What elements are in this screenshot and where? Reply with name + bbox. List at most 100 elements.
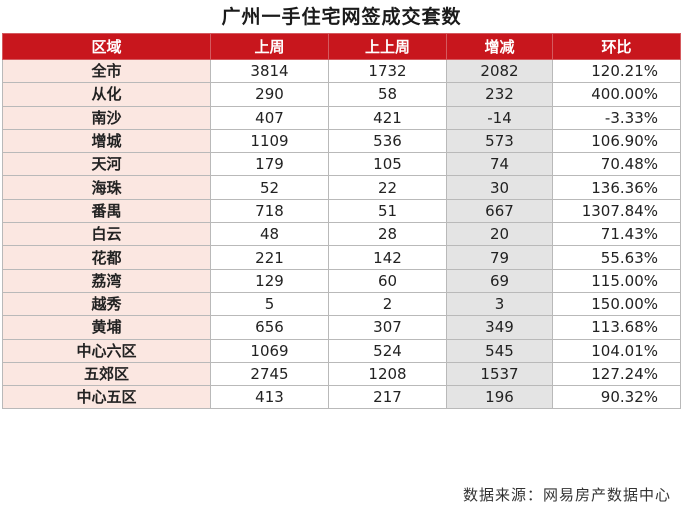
ratio-cell: 55.63%: [552, 245, 681, 270]
data-source-note: 数据来源：网易房产数据中心: [462, 486, 671, 504]
prev-week-cell: 142: [328, 245, 447, 270]
ratio-cell: 127.24%: [552, 361, 681, 387]
region-cell: 中心六区: [2, 338, 211, 363]
table-row: 五郊区 2745 1208 1537 127.24%: [2, 361, 681, 387]
prev-week-cell: 28: [328, 222, 447, 247]
ratio-cell: 115.00%: [552, 268, 681, 293]
table-row: 海珠 52 22 30 136.36%: [2, 175, 681, 200]
last-week-cell: 48: [210, 222, 329, 247]
ratio-cell: 1307.84%: [552, 198, 681, 224]
change-cell: 1537: [446, 361, 553, 387]
ratio-cell: 113.68%: [552, 315, 681, 340]
table-row: 荔湾 129 60 69 115.00%: [2, 268, 681, 293]
prev-week-cell: 2: [328, 291, 447, 317]
last-week-cell: 1069: [210, 338, 329, 363]
header-ratio: 环比: [552, 33, 681, 60]
region-cell: 海珠: [2, 175, 211, 200]
prev-week-cell: 536: [328, 128, 447, 154]
prev-week-cell: 1208: [328, 361, 447, 387]
change-cell: 667: [446, 198, 553, 224]
table-row: 中心五区 413 217 196 90.32%: [2, 385, 681, 410]
ratio-cell: -3.33%: [552, 105, 681, 130]
region-cell: 黄埔: [2, 315, 211, 340]
prev-week-cell: 307: [328, 315, 447, 340]
ratio-cell: 104.01%: [552, 338, 681, 363]
data-table: 区域 上周 上上周 增减 环比 全市 3814 1732 2082 120.21% 从化 2…: [2, 33, 681, 410]
region-cell: 越秀: [2, 291, 211, 317]
table-header-row: 区域 上周 上上周 增减 环比: [2, 33, 681, 60]
ratio-cell: 120.21%: [552, 58, 681, 84]
region-cell: 番禺: [2, 198, 211, 224]
change-cell: 232: [446, 82, 553, 107]
last-week-cell: 179: [210, 152, 329, 177]
prev-week-cell: 58: [328, 82, 447, 107]
prev-week-cell: 22: [328, 175, 447, 200]
table-row: 中心六区 1069 524 545 104.01%: [2, 338, 681, 363]
change-cell: 74: [446, 152, 553, 177]
change-cell: 69: [446, 268, 553, 293]
ratio-cell: 71.43%: [552, 222, 681, 247]
last-week-cell: 52: [210, 175, 329, 200]
prev-week-cell: 421: [328, 105, 447, 130]
last-week-cell: 407: [210, 105, 329, 130]
prev-week-cell: 51: [328, 198, 447, 224]
region-cell: 五郊区: [2, 361, 211, 387]
table-body: 全市 3814 1732 2082 120.21% 从化 290 58 232 400.00% 南沙…: [2, 58, 681, 410]
last-week-cell: 221: [210, 245, 329, 270]
region-cell: 南沙: [2, 105, 211, 130]
table-row: 南沙 407 421 -14 -3.33%: [2, 105, 681, 130]
table-row: 从化 290 58 232 400.00%: [2, 82, 681, 107]
last-week-cell: 1109: [210, 128, 329, 154]
header-prev-week: 上上周: [328, 33, 447, 60]
region-cell: 荔湾: [2, 268, 211, 293]
table-row: 黄埔 656 307 349 113.68%: [2, 315, 681, 340]
table-row: 白云 48 28 20 71.43%: [2, 222, 681, 247]
region-cell: 中心五区: [2, 385, 211, 410]
table-row: 天河 179 105 74 70.48%: [2, 152, 681, 177]
table-row: 越秀 5 2 3 150.00%: [2, 291, 681, 317]
last-week-cell: 129: [210, 268, 329, 293]
ratio-cell: 90.32%: [552, 385, 681, 410]
last-week-cell: 413: [210, 385, 329, 410]
change-cell: 3: [446, 291, 553, 317]
ratio-cell: 136.36%: [552, 175, 681, 200]
region-cell: 白云: [2, 222, 211, 247]
region-cell: 花都: [2, 245, 211, 270]
change-cell: -14: [446, 105, 553, 130]
last-week-cell: 656: [210, 315, 329, 340]
change-cell: 196: [446, 385, 553, 410]
region-cell: 增城: [2, 128, 211, 154]
change-cell: 573: [446, 128, 553, 154]
change-cell: 20: [446, 222, 553, 247]
table-row: 花都 221 142 79 55.63%: [2, 245, 681, 270]
region-cell: 天河: [2, 152, 211, 177]
region-cell: 全市: [2, 58, 211, 84]
ratio-cell: 150.00%: [552, 291, 681, 317]
header-change: 增减: [446, 33, 553, 60]
page-title: 广州一手住宅网签成交套数: [221, 6, 462, 28]
header-last-week: 上周: [210, 33, 329, 60]
prev-week-cell: 217: [328, 385, 447, 410]
table-row: 全市 3814 1732 2082 120.21%: [2, 58, 681, 84]
header-region: 区域: [2, 33, 211, 60]
region-cell: 从化: [2, 82, 211, 107]
change-cell: 2082: [446, 58, 553, 84]
change-cell: 349: [446, 315, 553, 340]
change-cell: 79: [446, 245, 553, 270]
prev-week-cell: 105: [328, 152, 447, 177]
last-week-cell: 3814: [210, 58, 329, 84]
last-week-cell: 5: [210, 291, 329, 317]
change-cell: 545: [446, 338, 553, 363]
table-row: 增城 1109 536 573 106.90%: [2, 128, 681, 154]
table-row: 番禺 718 51 667 1307.84%: [2, 198, 681, 224]
change-cell: 30: [446, 175, 553, 200]
last-week-cell: 718: [210, 198, 329, 224]
ratio-cell: 106.90%: [552, 128, 681, 154]
ratio-cell: 70.48%: [552, 152, 681, 177]
prev-week-cell: 60: [328, 268, 447, 293]
prev-week-cell: 1732: [328, 58, 447, 84]
last-week-cell: 2745: [210, 361, 329, 387]
ratio-cell: 400.00%: [552, 82, 681, 107]
last-week-cell: 290: [210, 82, 329, 107]
